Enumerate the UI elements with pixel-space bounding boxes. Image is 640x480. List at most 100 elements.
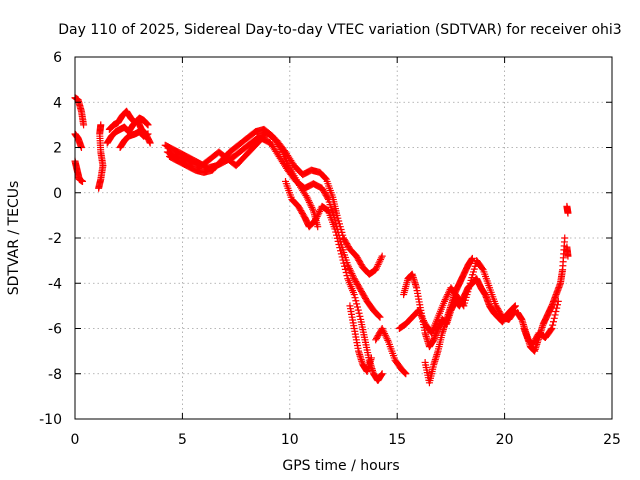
data-point <box>549 318 557 326</box>
data-point <box>459 301 467 309</box>
data-point <box>420 317 428 325</box>
data-point <box>146 139 154 147</box>
data-point <box>312 214 320 222</box>
data-point <box>382 333 390 341</box>
data-point <box>332 228 340 236</box>
data-point <box>549 321 557 329</box>
data-point <box>340 259 348 267</box>
data-point <box>312 216 320 224</box>
data-point <box>321 173 329 181</box>
y-tick-label: 2 <box>53 141 62 157</box>
data-point <box>375 312 383 320</box>
data-point <box>355 309 363 317</box>
data-point <box>339 256 347 264</box>
data-point <box>552 308 560 316</box>
data-point <box>553 304 561 312</box>
data-point <box>353 303 361 311</box>
data-point <box>335 241 343 249</box>
data-point <box>341 262 349 270</box>
data-point <box>79 177 87 185</box>
chart-title: Day 110 of 2025, Sidereal Day-to-day VTE… <box>58 22 621 38</box>
data-point <box>346 266 354 274</box>
data-point <box>316 207 324 215</box>
data-point <box>276 144 284 152</box>
data-point <box>554 297 562 305</box>
y-tick-label: -2 <box>48 231 62 247</box>
data-point <box>305 197 313 205</box>
y-tick-label: 6 <box>53 50 62 66</box>
x-axis-label: GPS time / hours <box>282 458 399 474</box>
data-point <box>376 313 384 321</box>
data-point <box>383 335 391 343</box>
data-point <box>344 261 352 269</box>
data-point <box>378 370 386 378</box>
data-point <box>553 301 561 309</box>
data-point <box>415 306 423 314</box>
grid-lines <box>75 57 612 419</box>
x-tick-label: 25 <box>603 432 621 448</box>
data-point <box>551 311 559 319</box>
data-point <box>381 331 389 339</box>
data-point <box>349 273 357 281</box>
x-tick-label: 20 <box>496 432 514 448</box>
data-point <box>80 121 88 129</box>
y-tick-label: -4 <box>48 276 62 292</box>
data-point <box>380 328 388 336</box>
data-point <box>379 326 387 334</box>
data-point <box>342 269 350 277</box>
y-tick-label: 0 <box>53 186 62 202</box>
y-axis-label: SDTVAR / TECUs <box>6 181 22 296</box>
x-tick-label: 10 <box>281 432 299 448</box>
data-point <box>441 296 449 304</box>
data-point <box>304 195 312 203</box>
data-point <box>376 257 384 265</box>
data-point <box>348 270 356 278</box>
data-point <box>334 237 342 245</box>
data-point <box>442 294 450 302</box>
data-point <box>308 203 316 211</box>
data-point <box>313 213 321 221</box>
data-point <box>374 261 382 269</box>
y-tick-label: 4 <box>53 95 62 111</box>
data-point <box>314 211 322 219</box>
data-point <box>306 200 314 208</box>
data-point <box>351 294 359 302</box>
data-point <box>324 194 332 202</box>
data-point <box>374 311 382 319</box>
data-point <box>547 326 555 334</box>
data-point <box>372 266 380 274</box>
data-point <box>564 252 572 260</box>
data-point <box>418 313 426 321</box>
data-point <box>381 330 389 338</box>
data-point <box>564 209 572 217</box>
data-point <box>333 234 341 242</box>
data-point <box>367 354 375 362</box>
data-point <box>478 265 486 273</box>
data-point <box>377 255 385 263</box>
data-point <box>314 223 322 231</box>
data-point <box>443 292 451 300</box>
data-point <box>309 205 317 213</box>
data-point <box>97 121 105 129</box>
data-point <box>384 336 392 344</box>
data-point <box>377 254 385 262</box>
data-point <box>378 325 386 332</box>
data-point <box>144 121 152 129</box>
data-point <box>315 209 323 217</box>
data-point <box>468 254 476 262</box>
data-point <box>561 234 569 242</box>
data-point <box>341 265 349 273</box>
x-tick-label: 0 <box>71 432 80 448</box>
data-point <box>375 259 383 267</box>
data-point <box>338 253 346 261</box>
y-tick-label: -10 <box>39 412 62 428</box>
y-tick-label: -6 <box>48 322 62 338</box>
data-point <box>402 370 410 378</box>
data-point <box>303 193 311 201</box>
data-point <box>373 264 381 272</box>
data-point <box>336 244 344 252</box>
data-point <box>352 297 360 305</box>
data-point <box>415 308 423 316</box>
